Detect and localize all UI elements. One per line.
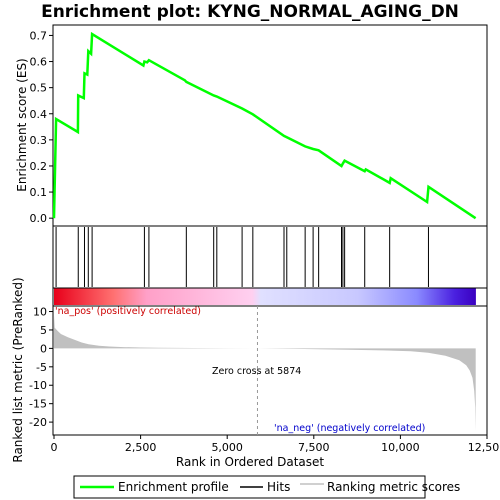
hits-panel <box>52 225 488 289</box>
metric-y-axis-label: Ranked list metric (PreRanked) <box>11 277 25 462</box>
rank-color-gradient <box>54 288 476 305</box>
es-y-tick-label: 0.1 <box>30 186 48 199</box>
metric-y-tick-label: 5 <box>40 324 47 337</box>
metric-x-tick-label: 5,000 <box>211 441 243 454</box>
pos-correlated-label: 'na_pos' (positively correlated) <box>55 306 201 317</box>
zero-cross-label: Zero cross at 5874 <box>212 366 301 377</box>
es-panel: 0.0 0.1 0.2 0.3 0.4 0.5 0.6 0.7 Enrichment scor… <box>15 24 488 227</box>
es-y-tick-label: 0.0 <box>30 212 48 225</box>
metric-x-tick-label: 0 <box>51 441 58 454</box>
es-profile-line <box>52 31 477 220</box>
metric-x-axis-label: Rank in Ordered Dataset <box>176 455 324 469</box>
es-y-tick-label: 0.2 <box>30 160 48 173</box>
rank-color-band <box>52 287 488 307</box>
es-y-tick-label: 0.6 <box>30 56 48 69</box>
es-y-axis-label: Enrichment score (ES) <box>15 58 29 191</box>
metric-y-ticks: 10 5 0 -5 -10 -15 -20 <box>29 306 53 429</box>
legend: Enrichment profile Hits Ranking metric s… <box>73 475 460 499</box>
hits-panel-frame <box>52 225 488 289</box>
es-y-tick-label: 0.5 <box>30 82 48 95</box>
metric-x-tick-label: 12,500 <box>468 441 500 454</box>
legend-hits-label: Hits <box>267 480 290 494</box>
metric-y-tick-label: -20 <box>29 416 47 429</box>
metric-y-tick-label: -15 <box>29 398 47 411</box>
metric-y-tick-label: -10 <box>29 379 47 392</box>
chart-title: Enrichment plot: KYNG_NORMAL_AGING_DN <box>41 2 459 22</box>
es-y-tick-label: 0.7 <box>30 29 48 42</box>
es-y-ticks: 0.0 0.1 0.2 0.3 0.4 0.5 0.6 0.7 <box>30 29 53 225</box>
metric-x-tick-label: 2,500 <box>125 441 157 454</box>
metric-x-tick-label: 7,500 <box>298 441 330 454</box>
neg-correlated-label: 'na_neg' (negatively correlated) <box>274 423 425 434</box>
metric-x-tick-label: 10,000 <box>381 441 420 454</box>
legend-metric-label: Ranking metric scores <box>327 480 460 494</box>
metric-y-tick-label: 10 <box>33 306 47 319</box>
legend-profile-label: Enrichment profile <box>118 480 229 494</box>
metric-x-ticks: 0 2,500 5,000 7,500 10,000 12,500 <box>51 435 500 454</box>
metric-panel: 10 5 0 -5 -10 -15 -20 0 2,500 5,000 7,500 10,000 12… <box>11 277 500 469</box>
metric-y-tick-label: -5 <box>36 361 47 374</box>
metric-y-tick-label: 0 <box>40 342 47 355</box>
hit-marks <box>55 227 429 287</box>
metric-panel-frame <box>52 305 488 436</box>
es-y-tick-label: 0.3 <box>30 134 48 147</box>
es-y-tick-label: 0.4 <box>30 108 48 121</box>
